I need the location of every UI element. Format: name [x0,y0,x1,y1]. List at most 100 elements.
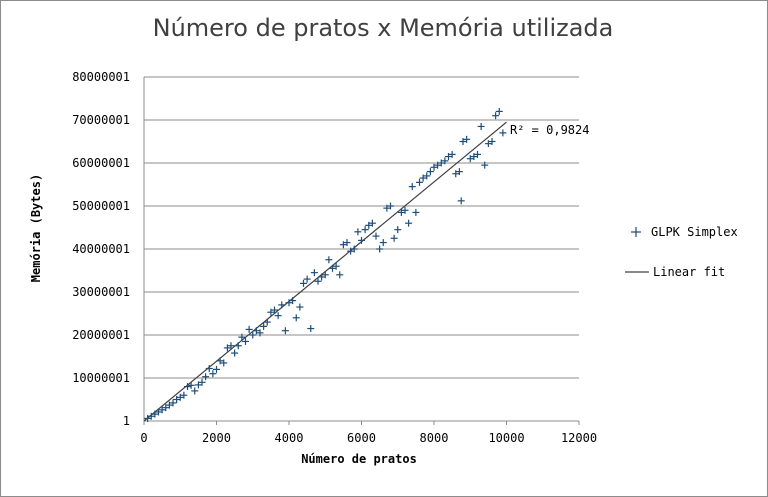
data-point [263,318,271,326]
data-point [158,406,166,414]
data-point [383,204,391,212]
data-point [296,303,304,311]
data-point [488,138,496,145]
data-point [336,271,344,279]
x-tick-label: 2000 [202,431,231,445]
data-point [307,325,315,333]
data-point [445,153,452,161]
data-point [390,234,398,242]
data-point [463,135,471,143]
data-point [372,232,380,240]
data-point [401,206,409,214]
data-point [274,312,282,320]
data-point [343,239,351,247]
data-point [231,349,239,357]
data-point [457,197,465,205]
data-point [314,277,322,285]
data-point [234,342,242,350]
data-point [213,365,220,373]
data-point [300,279,307,287]
data-point [198,378,206,386]
data-point [426,168,434,176]
data-point [481,161,489,169]
data-point [379,239,387,247]
data-point [147,412,155,420]
data-point [278,301,286,309]
data-point [459,138,467,145]
data-point [387,202,394,210]
data-point [441,157,449,165]
x-tick-label: 10000 [488,431,524,445]
data-point [325,256,333,264]
y-tick-label: 60000001 [72,156,130,170]
y-axis-label: Memória (Bytes) [29,174,43,282]
data-point [416,178,423,186]
legend-label-glpk-simplex: GLPK Simplex [651,225,738,239]
data-point [318,273,326,281]
data-point [412,208,420,216]
data-point [419,174,427,182]
data-point [477,122,485,130]
data-point [495,107,503,115]
data-point [245,325,253,333]
data-point [242,337,249,345]
x-tick-label: 0 [140,431,147,445]
data-point [361,226,369,234]
data-point [303,275,311,283]
glpk-simplex-series [144,107,507,422]
data-point [271,306,278,314]
data-point [209,370,217,378]
chart-title: Número de pratos x Memória utilizada [153,14,614,42]
data-point [220,359,228,367]
y-tick-label: 20000001 [72,328,130,342]
data-point [292,314,300,322]
data-point [281,327,289,335]
data-point [332,262,340,270]
data-point [180,391,188,399]
data-point [466,155,474,163]
y-tick-label: 10000001 [72,371,130,385]
x-tick-labels: 0 2000 4000 6000 8000 10000 12000 [140,431,597,445]
data-point [470,153,478,161]
data-point [321,271,329,279]
data-point [256,329,264,337]
data-point [368,219,376,227]
data-point [289,297,297,305]
x-tick-label: 8000 [420,431,449,445]
x-axis-label: Número de pratos [301,452,417,466]
data-point [423,172,431,180]
data-point [173,396,181,403]
data-point [165,401,173,409]
x-tick-label: 4000 [275,431,304,445]
data-point [350,245,358,253]
data-point [474,150,481,158]
data-point [376,245,384,253]
data-point [347,247,355,255]
data-point [455,168,463,176]
data-point [252,327,260,335]
data-point [394,226,402,234]
data-point [484,140,492,148]
data-point [492,112,500,120]
data-point [176,393,184,401]
data-point [405,219,413,227]
data-point [187,381,195,389]
x-tick-label: 12000 [561,431,597,445]
data-point [205,365,213,373]
data-point [238,333,246,341]
data-point [191,387,199,395]
y-tick-label: 80000001 [72,70,130,84]
y-tick-label: 50000001 [72,199,130,213]
data-point [329,264,336,272]
legend: GLPK Simplex Linear fit [625,225,738,279]
legend-label-linear-fit: Linear fit [653,265,725,279]
data-point [169,399,177,407]
legend-marker-glpk-simplex [631,227,641,237]
data-point [448,150,456,158]
data-point [339,241,347,249]
data-point [452,170,460,178]
x-tick-label: 6000 [347,431,376,445]
data-point [194,381,202,389]
y-tick-label: 1 [123,414,130,428]
data-point [408,183,416,191]
